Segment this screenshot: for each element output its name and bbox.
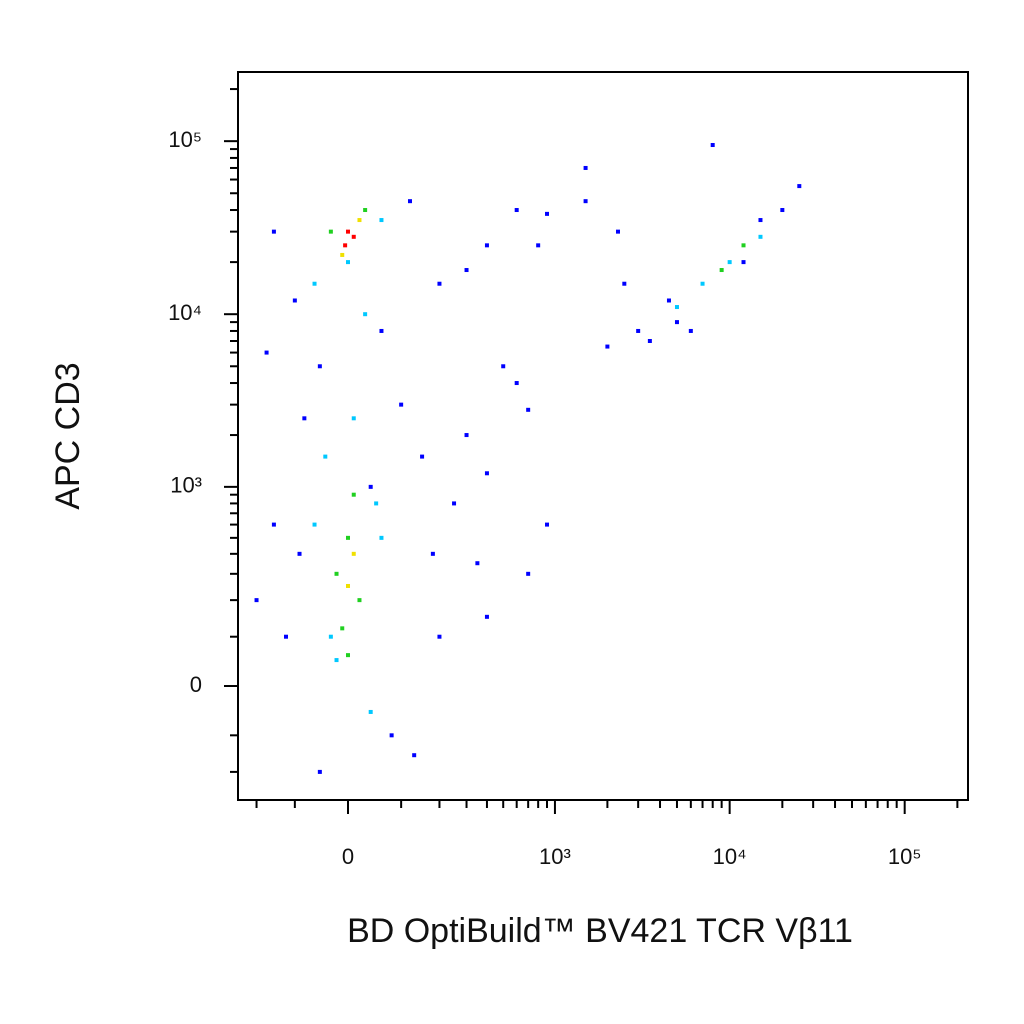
data-point <box>297 551 302 556</box>
data-point <box>343 243 348 248</box>
data-point <box>345 653 350 658</box>
data-point <box>351 492 356 497</box>
data-point <box>666 298 671 303</box>
data-point <box>399 402 404 407</box>
data-point <box>615 229 620 234</box>
data-point <box>351 416 356 421</box>
data-point <box>357 218 362 223</box>
data-point <box>323 454 328 459</box>
data-point <box>688 328 693 333</box>
y-axis-label: APC CD3 <box>49 362 87 509</box>
data-point <box>345 229 350 234</box>
data-point <box>758 234 763 239</box>
data-point <box>264 350 269 355</box>
data-point <box>741 260 746 265</box>
data-point <box>312 522 317 527</box>
y-tick-label: 10³ <box>170 473 202 498</box>
data-point <box>437 634 442 639</box>
data-point <box>363 208 368 213</box>
data-point <box>526 571 531 576</box>
data-point <box>254 598 259 603</box>
data-point <box>283 634 288 639</box>
data-point <box>351 234 356 239</box>
data-point <box>484 614 489 619</box>
data-point <box>605 344 610 349</box>
data-point <box>292 298 297 303</box>
data-point <box>484 471 489 476</box>
data-point <box>368 709 373 714</box>
data-point <box>351 551 356 556</box>
data-point <box>741 243 746 248</box>
data-point <box>357 598 362 603</box>
data-point <box>340 252 345 257</box>
data-point <box>526 407 531 412</box>
data-point <box>636 328 641 333</box>
data-point <box>501 364 506 369</box>
data-point <box>389 733 394 738</box>
data-point <box>464 268 469 273</box>
data-point <box>719 268 724 273</box>
data-point <box>674 305 679 310</box>
x-tick-label: 10³ <box>539 844 571 869</box>
x-axis-label: BD OptiBuild™ BV421 TCR Vβ11 <box>347 912 853 950</box>
data-point <box>379 218 384 223</box>
data-point <box>379 535 384 540</box>
data-point <box>317 364 322 369</box>
data-point <box>583 199 588 204</box>
data-point <box>622 281 627 286</box>
data-point <box>420 454 425 459</box>
data-point <box>334 571 339 576</box>
data-point <box>727 260 732 265</box>
data-point <box>430 551 435 556</box>
data-point <box>475 561 480 566</box>
data-point <box>758 218 763 223</box>
data-point <box>545 522 550 527</box>
data-point <box>536 243 541 248</box>
data-point <box>345 535 350 540</box>
y-tick-label: 10⁵ <box>168 127 202 152</box>
data-point <box>797 184 802 189</box>
data-point <box>368 484 373 489</box>
data-point <box>271 229 276 234</box>
data-point <box>317 769 322 774</box>
data-point <box>464 433 469 438</box>
data-point <box>647 338 652 343</box>
data-point <box>674 320 679 325</box>
data-point <box>328 634 333 639</box>
x-tick-label: 10⁵ <box>888 844 922 869</box>
data-point <box>437 281 442 286</box>
data-point <box>514 208 519 213</box>
y-tick-label: 10⁴ <box>168 300 202 325</box>
data-point <box>710 143 715 148</box>
data-point <box>407 199 412 204</box>
data-point <box>312 281 317 286</box>
data-point <box>514 381 519 386</box>
data-point <box>484 243 489 248</box>
data-point <box>780 208 785 213</box>
data-point <box>334 658 339 663</box>
data-point <box>545 211 550 216</box>
data-point <box>452 501 457 506</box>
data-point <box>302 416 307 421</box>
data-point <box>345 260 350 265</box>
x-tick-label: 10⁴ <box>713 844 747 869</box>
data-point <box>363 312 368 317</box>
y-tick-label: 0 <box>190 672 202 697</box>
data-point <box>271 522 276 527</box>
data-point <box>374 501 379 506</box>
data-point <box>328 229 333 234</box>
data-point <box>583 165 588 170</box>
x-tick-label: 0 <box>342 844 354 869</box>
data-point <box>340 626 345 631</box>
data-point <box>379 328 384 333</box>
plot-frame <box>237 71 969 801</box>
data-point <box>345 583 350 588</box>
data-point <box>412 753 417 758</box>
data-point <box>700 281 705 286</box>
